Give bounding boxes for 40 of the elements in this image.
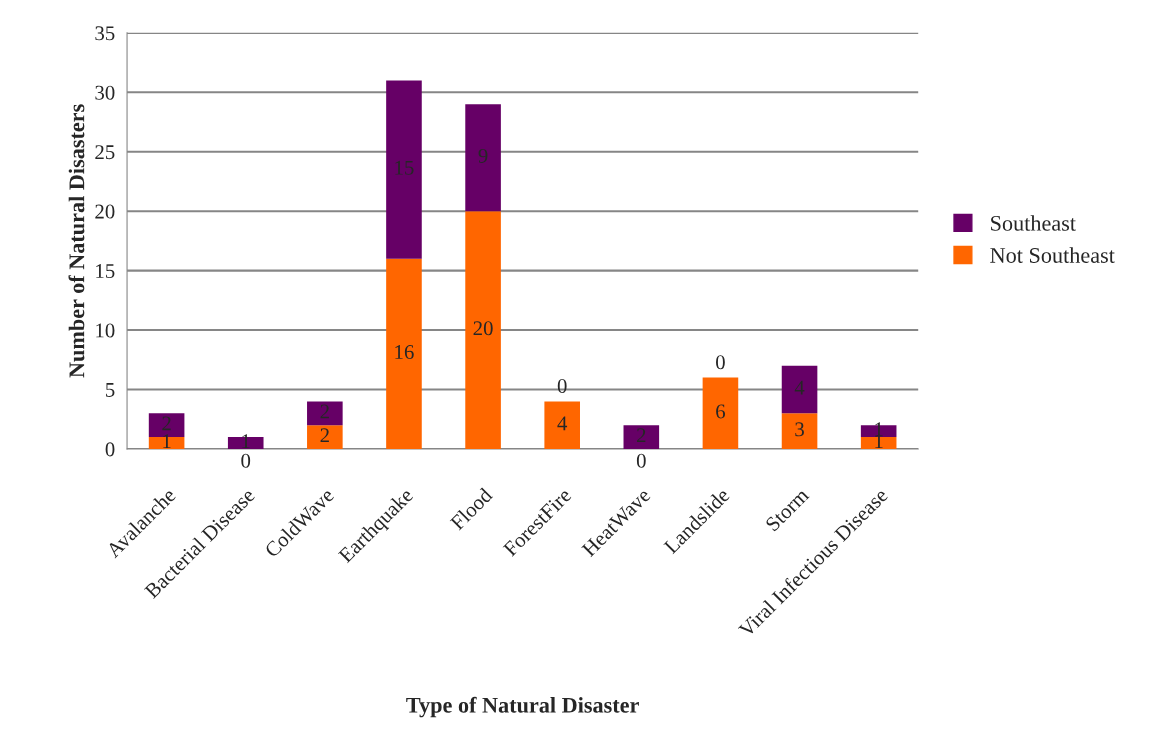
data-label: 1 [163,434,171,449]
bar [386,80,422,259]
y-tick-label: 35 [95,26,115,41]
legend-label: Not Southeast [990,247,1115,263]
bar [781,365,818,414]
bar [544,401,580,449]
data-label: 9 [478,148,488,163]
bar [307,401,343,426]
data-label: 2 [320,428,329,443]
x-axis-title: Type of Natural Disaster [406,696,639,718]
bar [781,413,818,449]
data-label: 2 [320,404,329,419]
data-label: 6 [716,404,726,419]
data-label: 4 [557,416,568,431]
data-label: 4 [794,380,805,395]
data-label: 2 [162,416,171,431]
data-label: 1 [242,434,250,449]
data-label: 20 [473,321,493,336]
bar [623,425,660,449]
data-label: 3 [795,422,804,437]
y-tick-label: 25 [95,145,115,160]
y-tick-label: 10 [96,323,115,338]
data-label: 16 [395,345,414,360]
bar [386,258,422,449]
bar [465,104,501,212]
bar [702,377,739,449]
y-tick-label: 30 [95,85,115,100]
bar [465,211,501,449]
y-tick-label: 0 [105,442,115,457]
data-label: 2 [637,428,646,443]
bar [307,425,343,449]
y-tick-label: 5 [106,383,115,397]
y-axis-title: Number of Natural Disasters [68,104,85,378]
y-tick-label: 20 [95,204,115,219]
data-label: 15 [395,160,414,175]
data-label: 0 [636,453,646,468]
y-tick-label: 15 [96,264,115,279]
data-label: 0 [241,453,251,468]
legend-label: Southeast [991,215,1076,231]
data-label: 0 [716,355,725,370]
